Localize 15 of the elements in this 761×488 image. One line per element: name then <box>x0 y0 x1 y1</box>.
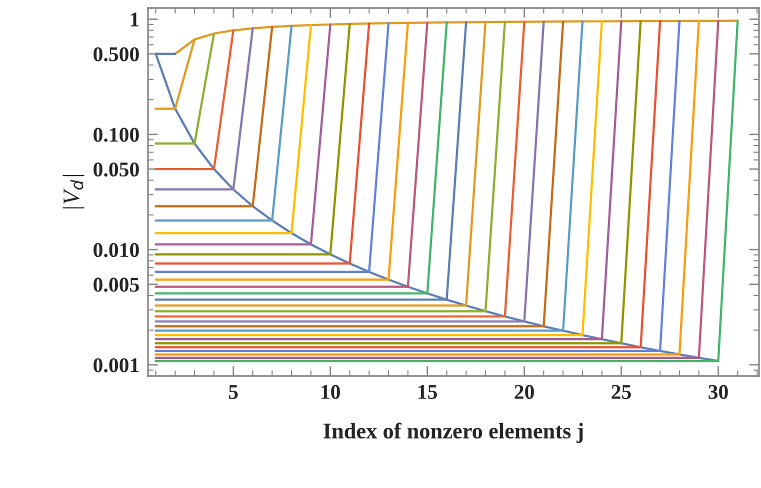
y-axis-title: |V$_{d}$| <box>62 174 84 208</box>
x-axis-title: Index of nonzero elements j <box>324 422 583 444</box>
y-tick-label: 0.500 <box>94 47 139 62</box>
x-tick-label: 10 <box>322 384 340 399</box>
y-tick-label: 0.010 <box>94 242 139 258</box>
x-tick-label: 20 <box>514 384 534 399</box>
x-tick-label: 30 <box>708 384 728 399</box>
x-tick-label: 15 <box>418 385 437 399</box>
y-tick-label: 0.050 <box>94 162 139 177</box>
y-tick-label: 0.100 <box>94 128 139 142</box>
y-tick-label: 1 <box>130 12 139 26</box>
x-tick-label: 5 <box>228 385 238 399</box>
x-tick-label: 25 <box>612 384 631 399</box>
y-tick-label: 0.005 <box>94 278 139 292</box>
y-tick-label: 0.001 <box>94 358 139 372</box>
